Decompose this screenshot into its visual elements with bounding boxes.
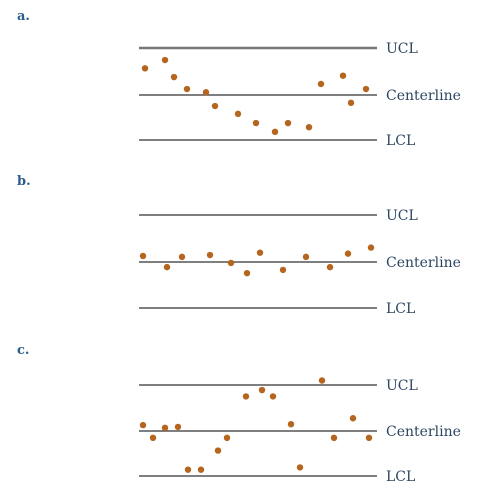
data-point xyxy=(258,386,266,394)
ucl-label: UCL xyxy=(386,378,418,394)
lcl-label: LCL xyxy=(386,301,415,317)
data-point xyxy=(242,393,250,400)
ucl-label: UCL xyxy=(386,41,418,57)
data-point xyxy=(269,393,277,400)
data-point xyxy=(339,72,347,79)
lcl-label: LCL xyxy=(386,469,415,485)
data-point xyxy=(170,73,178,81)
data-point xyxy=(365,434,373,442)
data-point xyxy=(349,415,357,422)
center-label: Centerline xyxy=(386,88,461,104)
data-point xyxy=(202,89,210,96)
panel-label-a: a. xyxy=(17,9,30,24)
data-point xyxy=(318,377,326,384)
data-point xyxy=(161,424,169,432)
data-point xyxy=(302,253,310,261)
data-point xyxy=(252,119,260,127)
data-point xyxy=(317,80,325,88)
panel-label-c: c. xyxy=(17,343,30,358)
data-point xyxy=(206,251,214,259)
center-label: Centerline xyxy=(386,424,461,440)
lcl-label: LCL xyxy=(386,133,415,149)
data-point xyxy=(330,434,338,442)
data-point xyxy=(296,464,304,471)
data-point xyxy=(326,263,334,271)
data-point xyxy=(214,447,222,454)
data-point xyxy=(178,253,186,261)
data-point xyxy=(184,466,192,473)
data-point xyxy=(183,85,191,93)
data-point xyxy=(287,420,295,428)
data-point xyxy=(211,102,219,110)
data-point xyxy=(197,466,205,473)
data-point xyxy=(149,434,157,442)
data-point xyxy=(279,266,287,274)
data-point xyxy=(367,244,375,251)
data-point xyxy=(139,252,147,260)
data-point xyxy=(243,269,251,277)
data-point xyxy=(305,124,313,131)
ucl-label: UCL xyxy=(386,208,418,224)
data-point xyxy=(227,259,235,267)
chart-panel-c: UCL Centerline LCL xyxy=(139,377,461,485)
chart-panel-b: UCL Centerline LCL xyxy=(139,208,461,317)
data-point xyxy=(347,99,355,107)
data-point xyxy=(344,250,352,257)
data-point xyxy=(174,423,182,431)
panel-label-b: b. xyxy=(17,174,31,189)
data-point xyxy=(362,85,370,93)
data-point xyxy=(223,434,231,442)
data-point xyxy=(284,119,292,127)
data-point xyxy=(141,65,149,72)
chart-panel-a: UCL Centerline LCL xyxy=(139,41,461,149)
data-point xyxy=(234,110,242,118)
data-point xyxy=(256,249,264,256)
data-point xyxy=(139,421,147,429)
center-label: Centerline xyxy=(386,255,461,271)
data-point xyxy=(161,56,169,64)
data-point xyxy=(271,128,279,135)
data-point xyxy=(163,263,171,271)
